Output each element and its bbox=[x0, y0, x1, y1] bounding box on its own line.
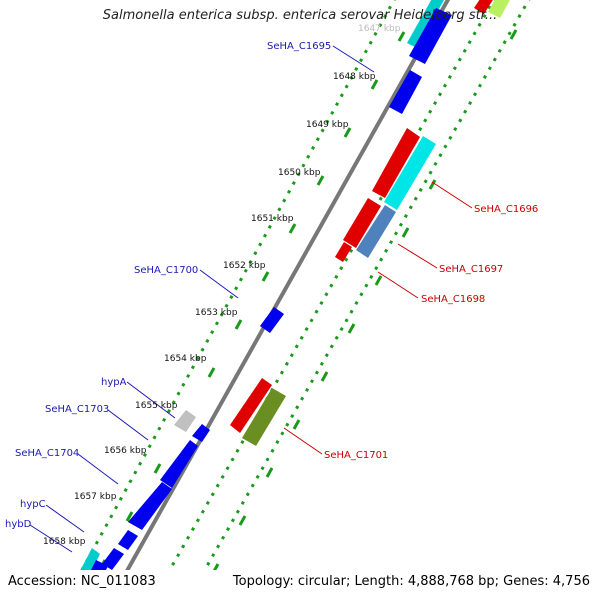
tick-mark bbox=[292, 419, 301, 430]
tick-label: 1658 kbp bbox=[43, 537, 86, 547]
tick-mark bbox=[207, 367, 216, 378]
accession-label: Accession: NC_011083 bbox=[8, 574, 156, 589]
tick-mark bbox=[509, 29, 518, 40]
gene-green-top-right[interactable] bbox=[488, 0, 512, 18]
gene-label-SeHA_C1696[interactable]: SeHA_C1696 bbox=[474, 204, 538, 215]
gene-label-SeHA_C1704[interactable]: SeHA_C1704 bbox=[15, 448, 79, 459]
leader-line bbox=[431, 181, 473, 209]
gene-label-SeHA_C1698[interactable]: SeHA_C1698 bbox=[421, 294, 485, 305]
tick-mark bbox=[370, 79, 379, 90]
leader-line bbox=[199, 269, 239, 299]
tick-mark bbox=[320, 371, 329, 382]
gene-label-hybD[interactable]: hybD bbox=[5, 519, 32, 530]
tick-mark bbox=[212, 563, 220, 570]
genome-backbone bbox=[125, 0, 451, 570]
gene-label-SeHA_C1700[interactable]: SeHA_C1700 bbox=[134, 265, 198, 276]
gene-SeHA_C1703[interactable] bbox=[192, 424, 210, 442]
gene-label-SeHA_C1701[interactable]: SeHA_C1701 bbox=[324, 450, 388, 461]
tick-mark bbox=[125, 511, 134, 522]
leader-line bbox=[397, 243, 438, 269]
gene-blue-top[interactable] bbox=[409, 8, 452, 64]
gene-label-hypA[interactable]: hypA bbox=[101, 377, 127, 388]
tick-mark bbox=[316, 175, 325, 186]
tick-mark bbox=[265, 467, 274, 478]
tick-mark bbox=[234, 319, 243, 330]
tick-mark bbox=[238, 515, 247, 526]
leader-line bbox=[283, 427, 323, 455]
tick-mark bbox=[401, 227, 410, 238]
tick-label: 1652 kbp bbox=[223, 261, 266, 271]
gene-label-SeHA_C1697[interactable]: SeHA_C1697 bbox=[439, 264, 503, 275]
tick-mark bbox=[428, 179, 437, 190]
gene-hypC[interactable] bbox=[118, 530, 138, 550]
tick-label: 1657 kbp bbox=[74, 492, 117, 502]
gene-blue-bottom[interactable] bbox=[80, 560, 108, 598]
gene-SeHA_C1704[interactable] bbox=[160, 440, 198, 488]
tick-label: 1653 kbp bbox=[195, 308, 238, 318]
gene-hybD[interactable] bbox=[102, 548, 124, 570]
gene-SeHA_C1697[interactable] bbox=[356, 205, 396, 258]
tick-mark bbox=[374, 275, 383, 286]
gene-SeHA_C1696[interactable] bbox=[384, 136, 436, 210]
leader-line bbox=[29, 524, 73, 553]
gene-SeHA_C1700[interactable] bbox=[260, 307, 284, 333]
tick-label: 1650 kbp bbox=[278, 168, 321, 178]
tick-label: 1656 kbp bbox=[104, 446, 147, 456]
gene-blue-1657[interactable] bbox=[128, 482, 172, 530]
ring-outer-right bbox=[203, 0, 531, 570]
genome-title: Salmonella enterica subsp. enterica sero… bbox=[102, 8, 498, 23]
gene-SeHA_C1701a[interactable] bbox=[230, 378, 272, 433]
gene-SeHA_C1701[interactable] bbox=[242, 388, 286, 446]
gene-label-hypC[interactable]: hypC bbox=[20, 499, 46, 510]
gene-red-top-right[interactable] bbox=[474, 0, 496, 14]
gene-label-SeHA_C1695[interactable]: SeHA_C1695 bbox=[267, 41, 331, 52]
tick-mark bbox=[397, 31, 406, 42]
gene-cyan-bottom[interactable] bbox=[70, 548, 100, 595]
tick-label: 1655 kbp bbox=[135, 401, 178, 411]
gene-SeHA_C1698[interactable] bbox=[343, 198, 381, 248]
gene-hypA[interactable] bbox=[174, 410, 196, 432]
leader-line bbox=[45, 504, 85, 533]
tick-label: 1654 kbp bbox=[164, 354, 207, 364]
gene-red-small[interactable] bbox=[335, 242, 352, 262]
tick-mark bbox=[153, 463, 162, 474]
gene-blue-1648[interactable] bbox=[389, 70, 422, 114]
tick-mark bbox=[347, 323, 356, 334]
leader-line bbox=[77, 453, 119, 485]
tick-label: 1647 kbp bbox=[358, 24, 401, 34]
gene-SeHA_C1696a[interactable] bbox=[372, 128, 420, 198]
leader-line bbox=[107, 409, 149, 441]
leader-line bbox=[377, 271, 419, 299]
tick-mark bbox=[288, 223, 297, 234]
genome-summary: Topology: circular; Length: 4,888,768 bp… bbox=[232, 574, 590, 589]
ring-outer-left bbox=[80, 0, 396, 570]
leader-line bbox=[332, 45, 375, 73]
tick-label: 1649 kbp bbox=[306, 120, 349, 130]
leader-line bbox=[126, 381, 176, 419]
tick-label: 1651 kbp bbox=[251, 214, 294, 224]
gene-label-SeHA_C1703[interactable]: SeHA_C1703 bbox=[45, 404, 109, 415]
tick-mark bbox=[261, 271, 270, 282]
ring-inner-right bbox=[168, 0, 496, 570]
tick-mark bbox=[343, 127, 352, 138]
tick-label: 1648 kbp bbox=[333, 72, 376, 82]
